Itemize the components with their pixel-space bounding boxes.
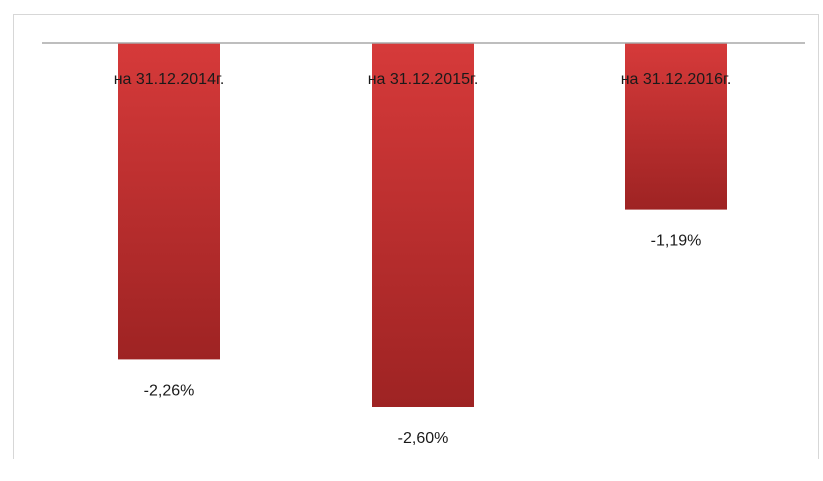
bars-layer [118,43,727,407]
chart-frame-left [13,14,14,459]
labels-layer: на 31.12.2014г. -2,26% на 31.12.2015г. -2,6… [114,71,732,447]
chart-frame-top [13,14,819,15]
category-label-2: на 31.12.2015г. [368,71,479,88]
bar-3 [625,43,727,210]
data-label-3: -1,19% [651,233,702,250]
bar-2 [372,43,474,407]
category-label-3: на 31.12.2016г. [621,71,732,88]
chart-frame-right [818,14,819,459]
bar-1 [118,43,220,360]
data-label-1: -2,26% [144,382,195,399]
data-label-2: -2,60% [398,430,449,447]
category-label-1: на 31.12.2014г. [114,71,225,88]
